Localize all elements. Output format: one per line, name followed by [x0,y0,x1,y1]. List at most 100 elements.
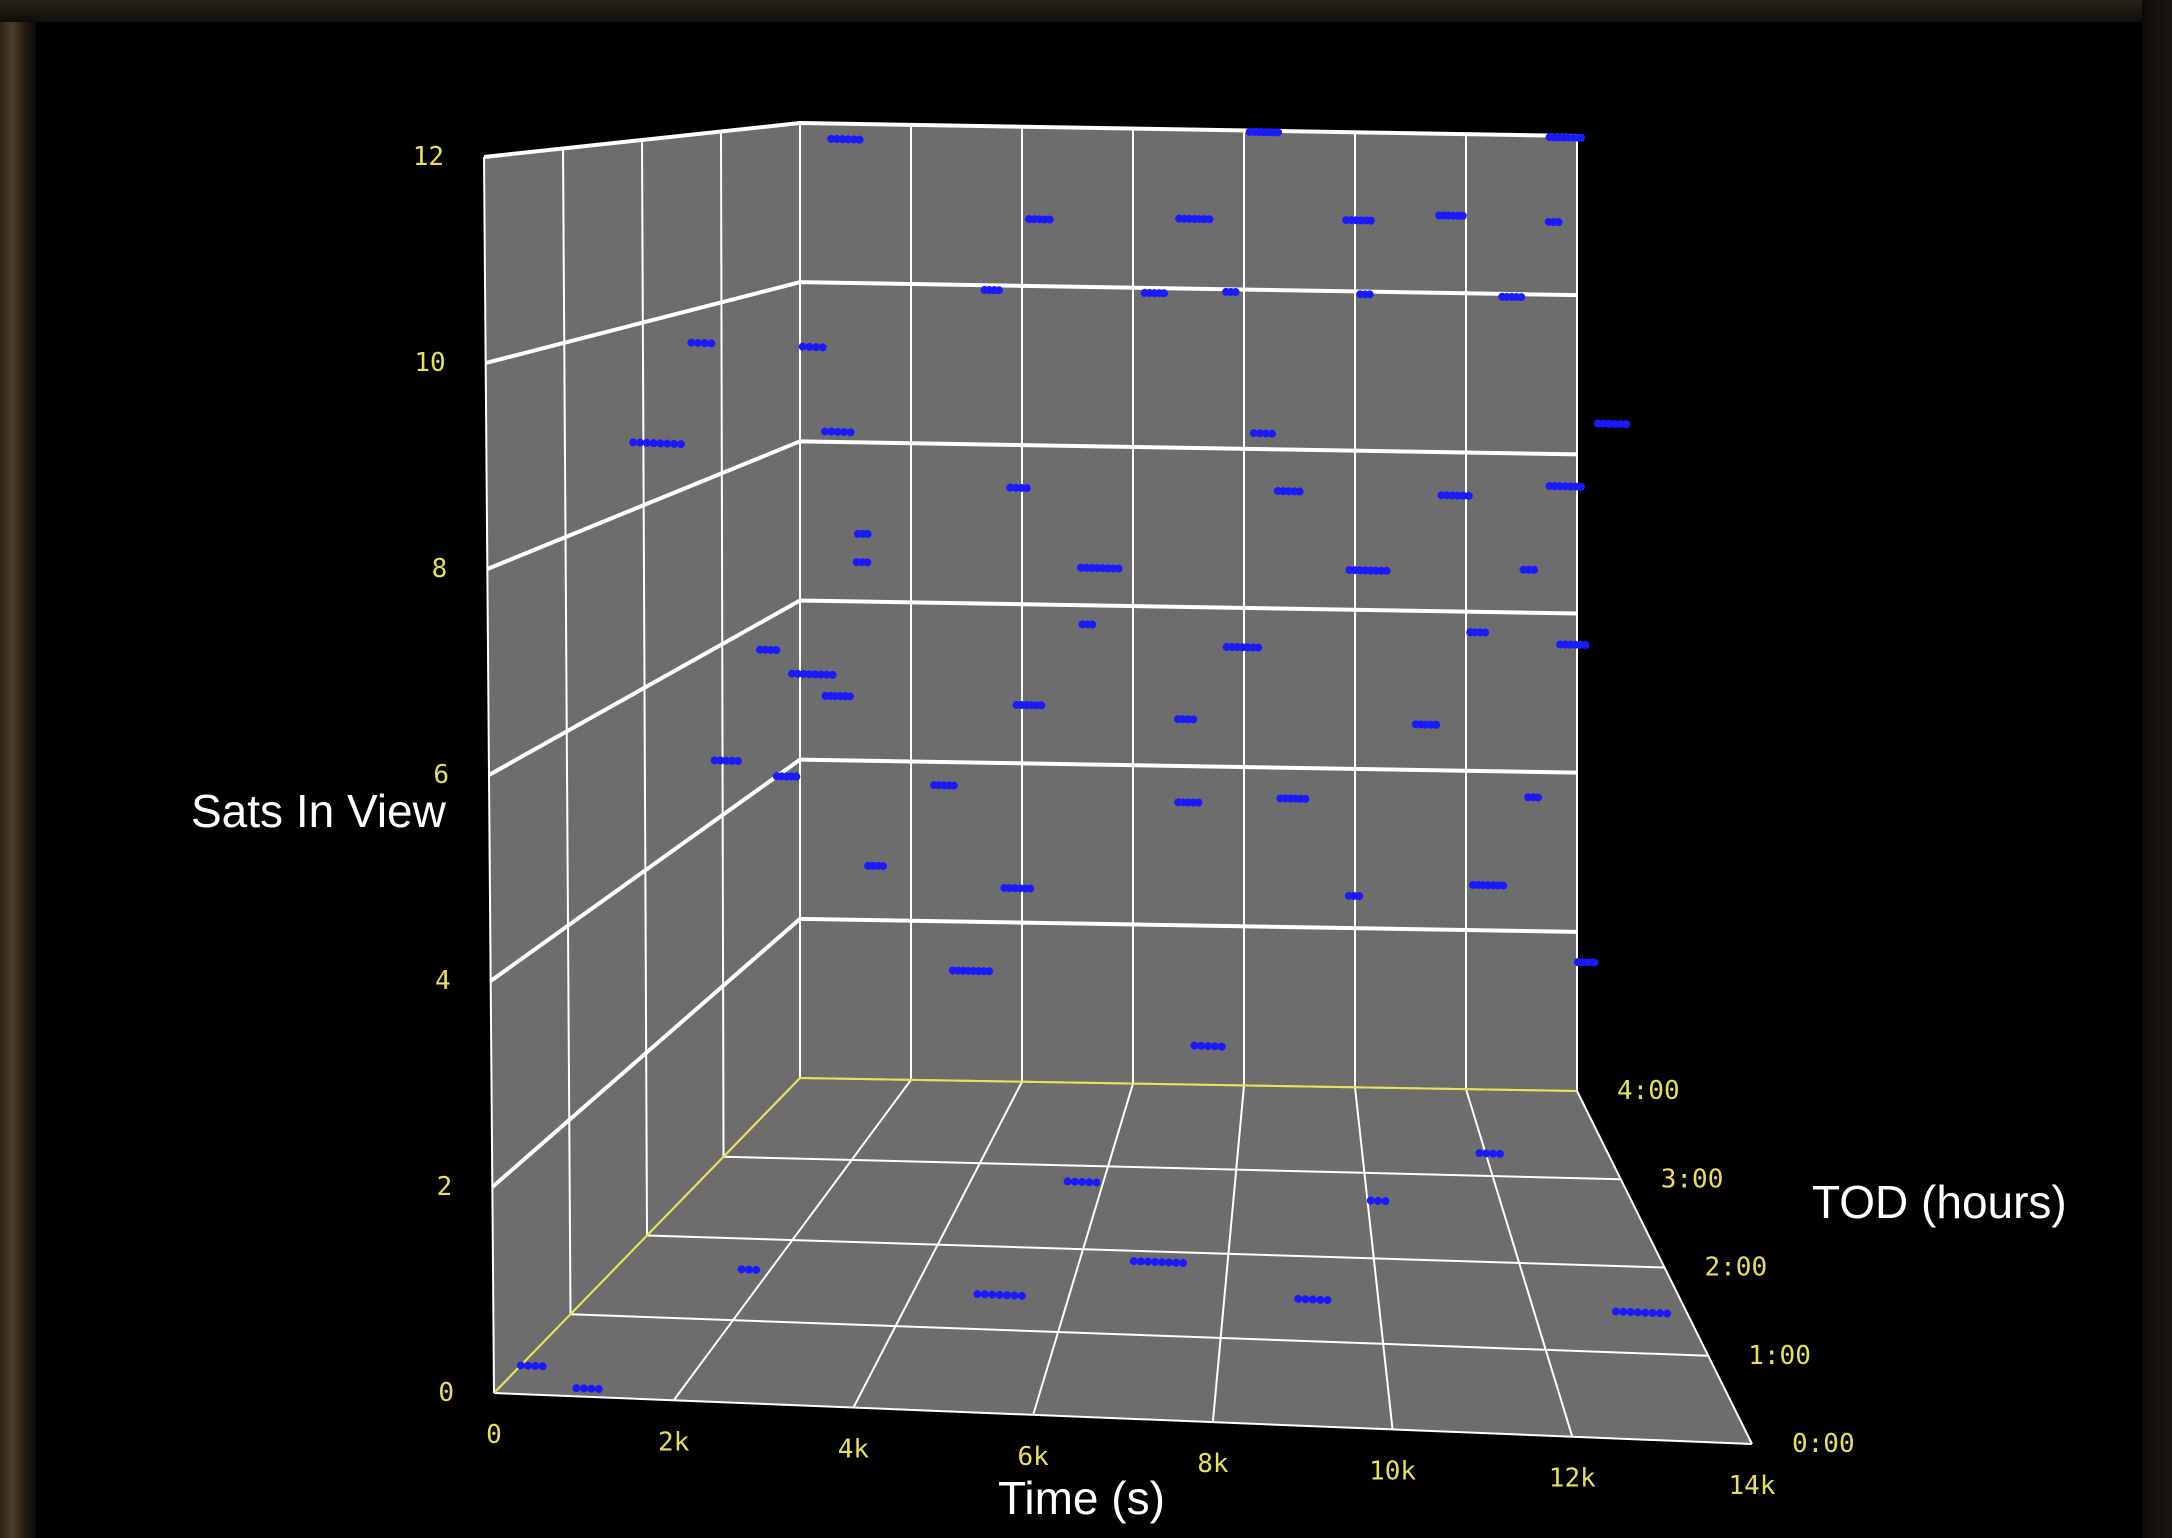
y-tick-label: 0 [438,1378,454,1408]
data-point [676,440,685,449]
z-tick-label: 1:00 [1748,1341,1811,1371]
value-gridline [488,598,1578,777]
gridlines [483,120,1753,1445]
data-point [863,558,872,567]
data-point [722,756,731,765]
data-point [1157,1258,1166,1267]
data-points [516,127,1672,1394]
data-point [538,1362,547,1371]
data-point [828,670,837,679]
data-point [1301,1295,1310,1304]
photo-frame-right [2142,0,2172,1538]
x-tick-label: 2k [658,1427,690,1457]
data-point [1605,419,1614,428]
z-tick-label: 0:00 [1792,1429,1855,1459]
data-point [716,756,725,765]
data-point [1534,793,1543,802]
data-point [1590,958,1599,967]
data-point [822,670,831,679]
data-point [1648,1308,1657,1317]
data-point [1655,1309,1664,1318]
data-point [1268,429,1277,438]
data-point [1204,1042,1213,1051]
data-point [656,439,665,448]
data-point [1088,620,1097,629]
data-point [1143,1257,1152,1266]
value-gridline [493,1076,1578,1394]
data-point [1458,211,1467,220]
data-point [849,135,858,144]
data-point [973,1290,982,1299]
data-point [1616,420,1625,429]
data-point [1261,429,1270,438]
z-tick-label: 3:00 [1661,1164,1724,1194]
data-point [1295,487,1304,496]
x-tick-label: 6k [1017,1442,1049,1472]
data-point [799,670,808,679]
data-point [1382,566,1391,575]
data-point [1581,641,1590,650]
data-point [1381,1197,1390,1206]
data-point [1070,1177,1079,1186]
data-point [1063,1177,1072,1186]
data-point [587,1384,596,1393]
data-point [995,1290,1004,1299]
x-tick-label: 8k [1197,1449,1229,1479]
y-tick-label: 6 [433,760,449,790]
data-point [1129,1257,1138,1266]
scatter-3d-chart[interactable]: 0 2 4 6 8 10 12 0 2k 4k 6k 8k 10k 12k 14k 0:00 1:00 2:00 3… [36,22,2142,1538]
data-point [1482,1149,1491,1158]
data-point [1255,429,1264,438]
data-point [710,756,719,765]
data-point [811,670,820,679]
data-point [1489,1149,1498,1158]
data-point [629,438,638,447]
data-point [844,135,853,144]
data-point [1619,1307,1628,1316]
x-tick-label: 12k [1549,1464,1596,1494]
data-point [752,1265,761,1274]
data-point [994,286,1003,295]
data-point [1189,715,1198,724]
data-point [827,427,836,436]
data-point [1641,1308,1650,1317]
photo-frame-top [0,0,2172,22]
data-point [1114,564,1123,573]
data-point [1190,1041,1199,1050]
data-point [805,342,814,351]
data-point [1092,1178,1101,1187]
z-tick-label: 2:00 [1705,1253,1768,1283]
data-point [1529,565,1538,574]
data-point [879,862,888,871]
tick-labels: 0 2 4 6 8 10 12 0 2k 4k 6k 8k 10k 12k 14k 0:00 1:00 2:00 3… [413,142,1855,1501]
value-gridline [491,916,1578,1189]
data-point [855,135,864,144]
data-point [635,438,644,447]
data-point [1432,720,1441,729]
data-point [1205,215,1214,224]
data-point [1593,419,1602,428]
value-gridline [489,757,1578,983]
data-point [1179,1259,1188,1268]
data-point [670,439,679,448]
data-point [793,669,802,678]
data-point [838,135,847,144]
data-point [817,670,826,679]
data-point [1499,881,1508,890]
x-axis-title: Time (s) [998,1472,1165,1524]
data-point [1078,1177,1087,1186]
plot-viewport[interactable]: 0 2 4 6 8 10 12 0 2k 4k 6k 8k 10k 12k 14k 0:00 1:00 2:00 3… [36,22,2142,1538]
photo-frame-left [0,0,36,1538]
data-point [1150,1257,1159,1266]
data-point [1217,1042,1226,1051]
data-point [821,427,830,436]
data-point [642,438,651,447]
data-point [1254,643,1263,652]
z-tick-label: 4:00 [1617,1076,1680,1106]
data-point [1316,1295,1325,1304]
data-point [649,439,658,448]
data-point [1037,701,1046,710]
data-point [832,135,841,144]
data-point [579,1384,588,1393]
data-point [1481,628,1490,637]
